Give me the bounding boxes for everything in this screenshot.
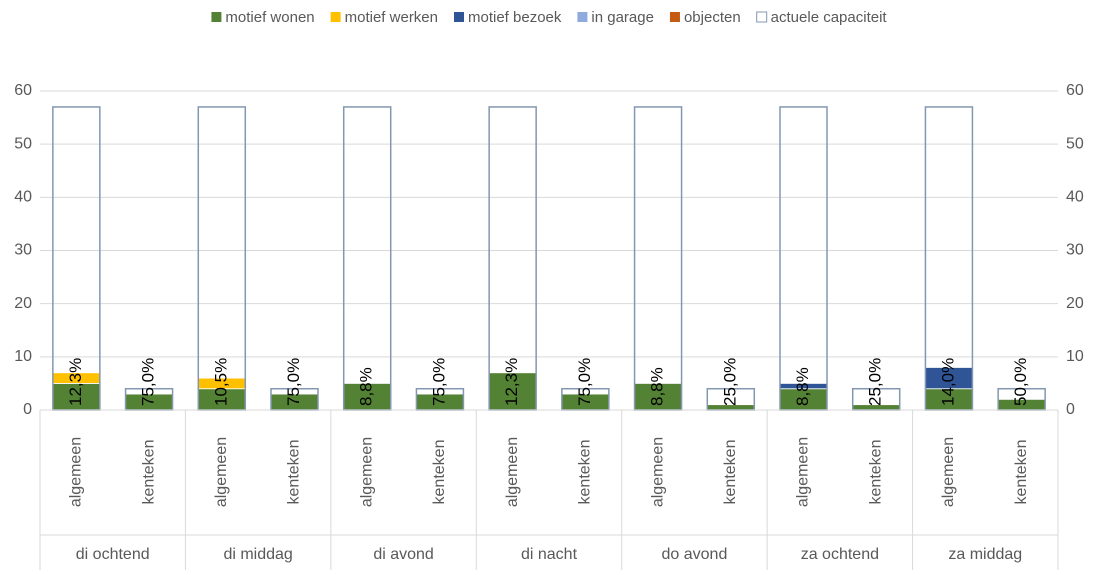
data-label: 75,0%	[139, 358, 158, 406]
legend-swatch	[669, 12, 680, 22]
group-label: di ochtend	[76, 546, 150, 563]
y-tick-label: 20	[14, 295, 32, 312]
x-tick-label: algemeen	[213, 437, 230, 507]
x-tick-label: algemeen	[504, 437, 521, 507]
capacity-bar	[633, 106, 683, 411]
data-label: 12,3%	[502, 358, 521, 406]
legend-label: motief bezoek	[468, 9, 562, 26]
x-tick-label: algemeen	[358, 437, 375, 507]
x-tick-label: kenteken	[431, 440, 448, 505]
y2-tick-label: 40	[1066, 189, 1084, 206]
data-label: 10,5%	[211, 358, 230, 406]
legend-swatch	[454, 12, 465, 22]
group-label: di avond	[373, 546, 434, 563]
group-label: za ochtend	[801, 546, 879, 563]
data-label: 25,0%	[866, 358, 885, 406]
y-tick-label: 0	[23, 401, 32, 418]
data-label: 75,0%	[284, 358, 303, 406]
data-label: 8,8%	[357, 367, 376, 406]
data-label: 25,0%	[720, 358, 739, 406]
y-tick-label: 10	[14, 348, 32, 365]
x-tick-label: algemeen	[649, 437, 666, 507]
data-label: 8,8%	[648, 367, 667, 406]
x-tick-label: kenteken	[286, 440, 303, 505]
capacity-bar	[342, 106, 392, 411]
data-label: 50,0%	[1011, 358, 1030, 406]
y2-tick-label: 50	[1066, 135, 1084, 152]
capacity-bar	[779, 106, 828, 411]
y-tick-label: 50	[14, 135, 32, 152]
y2-tick-label: 10	[1066, 348, 1084, 365]
y2-tick-label: 30	[1066, 242, 1084, 259]
group-label: za middag	[948, 546, 1022, 563]
legend-label: objecten	[684, 9, 741, 26]
y-tick-label: 30	[14, 242, 32, 259]
data-label: 14,0%	[938, 358, 957, 406]
y2-tick-label: 0	[1066, 401, 1075, 418]
x-tick-label: kenteken	[140, 440, 157, 505]
data-label: 75,0%	[429, 358, 448, 406]
x-tick-label: kenteken	[1013, 440, 1030, 505]
x-tick-label: kenteken	[867, 440, 884, 505]
y2-tick-label: 20	[1066, 295, 1084, 312]
legend-label: motief werken	[345, 9, 438, 26]
x-tick-label: algemeen	[795, 437, 812, 507]
x-tick-label: algemeen	[940, 437, 957, 507]
legend-swatch	[577, 12, 588, 22]
legend-label: motief wonen	[225, 9, 314, 26]
y-tick-label: 40	[14, 189, 32, 206]
data-label: 8,8%	[793, 367, 812, 406]
legend-swatch	[756, 11, 768, 23]
legend-swatch	[330, 12, 341, 22]
y2-tick-label: 60	[1066, 82, 1084, 99]
data-label: 12,3%	[66, 358, 85, 406]
legend-label: in garage	[591, 9, 654, 26]
y-tick-label: 60	[14, 82, 32, 99]
group-label: di middag	[223, 546, 292, 563]
group-label: do avond	[662, 546, 728, 563]
data-label: 75,0%	[575, 358, 594, 406]
x-tick-label: kenteken	[577, 440, 594, 505]
x-tick-label: algemeen	[68, 437, 85, 507]
legend-label: actuele capaciteit	[771, 9, 888, 26]
group-label: di nacht	[521, 546, 578, 563]
bar-segment	[634, 383, 682, 411]
x-tick-label: kenteken	[722, 440, 739, 505]
legend-swatch	[211, 12, 222, 22]
